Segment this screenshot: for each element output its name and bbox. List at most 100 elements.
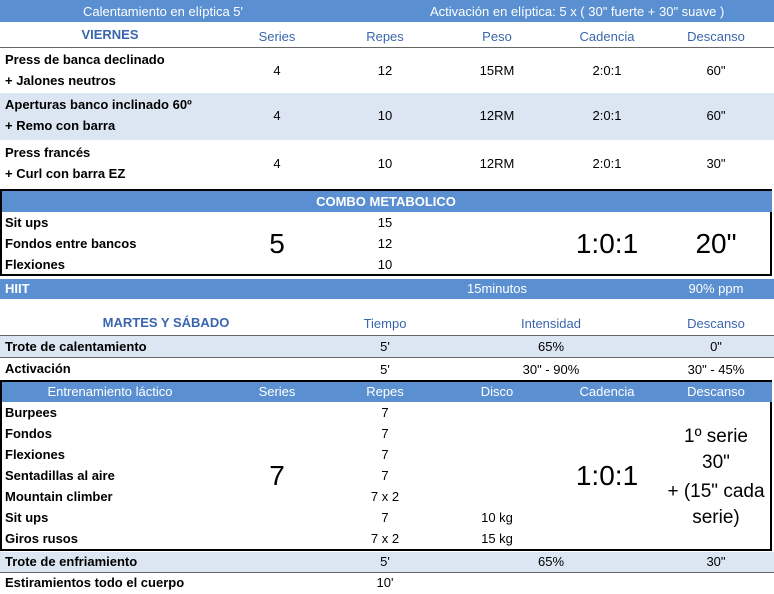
cell: 10 kg: [481, 510, 513, 525]
rest-big: 20": [695, 228, 737, 259]
series-big: 5: [269, 228, 285, 259]
rest-line: serie): [692, 507, 740, 528]
cell: 5': [380, 339, 390, 354]
column-header: Peso: [482, 29, 512, 44]
cell: 7: [381, 405, 389, 420]
warmup-left: Calentamiento en elíptica 5': [82, 4, 244, 19]
column-header: Repes: [366, 384, 404, 399]
section-title: VIERNES: [81, 27, 139, 42]
column-header: Series: [258, 29, 296, 44]
cell: 12: [377, 236, 393, 251]
exercise-name: Fondos: [5, 426, 52, 441]
column-header: Entrenamiento láctico: [47, 384, 173, 399]
rest-line: 30": [702, 452, 730, 473]
hiit-intensity: 90% ppm: [688, 281, 744, 296]
exercise-name: Press francés: [5, 145, 91, 160]
exercise-name: Estiramientos todo el cuerpo: [5, 575, 185, 590]
lactic-box: [0, 380, 772, 551]
column-header: Descanso: [687, 316, 745, 331]
cell: 60": [706, 63, 726, 78]
cell: 30" - 45%: [687, 362, 745, 377]
exercise-name: Activación: [5, 361, 71, 376]
column-header: Descanso: [687, 384, 745, 399]
cell: 65%: [537, 339, 565, 354]
column-header: Intensidad: [521, 316, 581, 331]
cell: 12RM: [479, 108, 515, 123]
exercise-name: Sit ups: [5, 510, 49, 525]
exercise-name: Press de banca declinado: [5, 52, 165, 67]
exercise-name: + Curl con barra EZ: [5, 166, 126, 181]
cell: 7: [381, 426, 389, 441]
cell: 7: [381, 447, 389, 462]
divider: [0, 572, 774, 573]
cell: 2:0:1: [592, 156, 622, 171]
cell: 30": [706, 156, 726, 171]
cell: 5': [380, 362, 390, 377]
exercise-name: Sit ups: [5, 215, 49, 230]
hiit-label: HIIT: [5, 281, 30, 296]
rest-line: 1º serie: [684, 426, 748, 447]
hiit-time: 15minutos: [467, 281, 527, 296]
exercise-name: Trote de enfriamiento: [5, 554, 138, 569]
cell: 65%: [537, 554, 565, 569]
cell: 2:0:1: [592, 108, 622, 123]
cell: 60": [706, 108, 726, 123]
cell: 7: [381, 468, 389, 483]
exercise-name: Fondos entre bancos: [5, 236, 137, 251]
rest-line: + (15" cada: [667, 481, 765, 502]
cell: 10': [376, 575, 394, 590]
divider: [0, 335, 774, 336]
cell: 30" - 90%: [522, 362, 580, 377]
cell: 7: [381, 510, 389, 525]
column-header: Descanso: [687, 29, 745, 44]
warmup-right: Activación en elíptica: 5 x ( 30" fuerte…: [430, 4, 725, 19]
cell: 10: [377, 156, 393, 171]
cell: 4: [273, 63, 281, 78]
row-bg: [0, 336, 774, 357]
column-header: Cadencia: [579, 29, 635, 44]
exercise-name: Sentadillas al aire: [5, 468, 115, 483]
exercise-name: Aperturas banco inclinado 60º: [5, 97, 192, 112]
exercise-name: Burpees: [5, 405, 58, 420]
header-bar: [0, 0, 774, 22]
combo-box: [0, 189, 772, 276]
exercise-name: + Jalones neutros: [5, 73, 116, 88]
column-header: Tiempo: [363, 316, 407, 331]
exercise-name: Giros rusos: [5, 531, 78, 546]
exercise-name: + Remo con barra: [5, 118, 116, 133]
exercise-name: Trote de calentamiento: [5, 339, 147, 354]
cell: 15RM: [479, 63, 515, 78]
column-header: Series: [258, 384, 296, 399]
cell: 7 x 2: [370, 531, 400, 546]
hiit-bar: [0, 279, 774, 299]
row-bg: [0, 93, 774, 140]
column-header: Disco: [480, 384, 514, 399]
exercise-name: Flexiones: [5, 257, 65, 272]
divider: [0, 357, 774, 358]
cell: 10: [377, 257, 393, 272]
cell: 15 kg: [481, 531, 513, 546]
cell: 5': [380, 554, 390, 569]
column-header: Repes: [366, 29, 404, 44]
exercise-name: Mountain climber: [5, 489, 113, 504]
lactic-header: [2, 382, 772, 402]
cell: 10: [377, 108, 393, 123]
cell: 12: [377, 63, 393, 78]
series-big: 7: [269, 460, 285, 491]
cell: 15: [377, 215, 393, 230]
cell: 2:0:1: [592, 63, 622, 78]
cell: 0": [710, 339, 722, 354]
cell: 4: [273, 156, 281, 171]
cadence-big: 1:0:1: [575, 228, 639, 259]
cell: 7 x 2: [370, 489, 400, 504]
cadence-big: 1:0:1: [575, 460, 639, 491]
column-header: Cadencia: [579, 384, 635, 399]
row-bg: [0, 552, 774, 572]
cell: 12RM: [479, 156, 515, 171]
combo-title: COMBO METABOLICO: [316, 194, 456, 209]
exercise-name: Flexiones: [5, 447, 65, 462]
section-title: MARTES Y SÁBADO: [102, 315, 230, 330]
combo-header: [2, 191, 772, 212]
divider: [0, 47, 774, 48]
